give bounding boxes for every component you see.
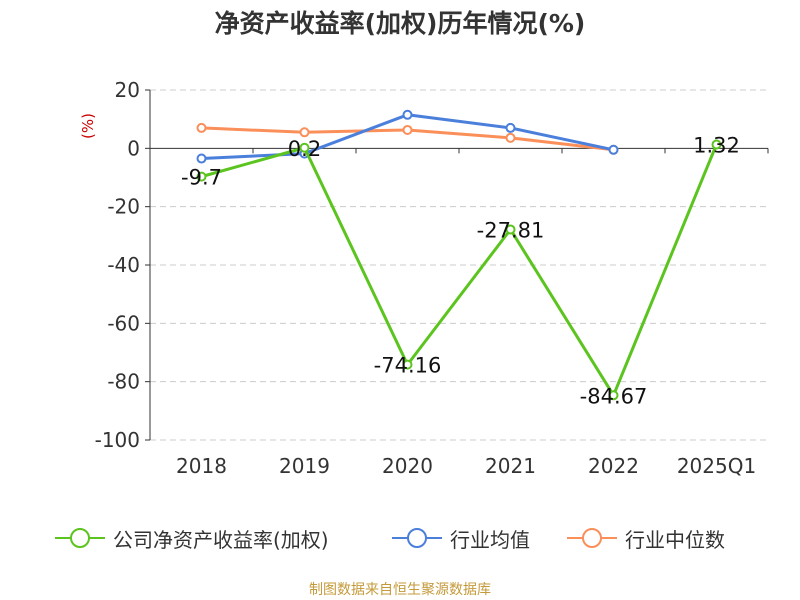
data-label: 1.32 (693, 133, 740, 157)
y-tick-label: 20 (115, 78, 140, 102)
data-point (505, 132, 516, 143)
data-point (196, 153, 207, 164)
data-point (196, 122, 207, 133)
data-label: -84.67 (580, 384, 648, 408)
series-lines (196, 109, 722, 401)
legend-label: 行业均值 (450, 527, 530, 552)
x-tick-label: 2021 (485, 454, 536, 478)
data-point (505, 224, 516, 235)
chart-title: 净资产收益率(加权)历年情况(%) (214, 9, 586, 38)
data-point (196, 171, 207, 182)
data-point (505, 122, 516, 133)
x-tick-label: 2019 (279, 454, 330, 478)
data-point (608, 144, 619, 155)
legend: 公司净资产收益率(加权) 行业均值 行业中位数 (0, 518, 800, 558)
x-tick-label: 2018 (176, 454, 227, 478)
data-point (402, 359, 413, 370)
axes: 20 0 -20 -40 -60 -80 -100 2018 2019 2020 2021 2022 2… (95, 78, 769, 478)
source-note: 制图数据来自恒生聚源数据库 (309, 582, 491, 598)
y-tick-label: -100 (95, 428, 140, 452)
legend-item[interactable]: 行业均值 (392, 518, 530, 558)
data-point (299, 142, 310, 153)
y-tick-label: -40 (107, 253, 140, 277)
series-line (201, 143, 718, 397)
x-tick-label: 2022 (588, 454, 639, 478)
y-tick-label: -20 (107, 195, 140, 219)
data-label: -9.7 (181, 166, 222, 190)
data-point (402, 109, 413, 120)
series-line (201, 113, 614, 161)
y-axis-label: (%) (79, 113, 97, 139)
legend-item[interactable]: 行业中位数 (567, 518, 725, 558)
legend-item[interactable]: 公司净资产收益率(加权) (55, 518, 329, 558)
data-label: -74.16 (374, 354, 442, 378)
data-labels: -9.7 0.2 -74.16 -27.81 -84.67 1.32 (181, 133, 740, 408)
legend-swatch-icon (55, 528, 105, 548)
y-tick-label: 0 (127, 136, 140, 160)
y-tick-label: -60 (107, 311, 140, 335)
data-point (402, 124, 413, 135)
data-point (711, 139, 722, 150)
data-label: 0.2 (288, 137, 321, 161)
data-point (608, 390, 619, 401)
data-point (299, 127, 310, 138)
legend-swatch-icon (567, 528, 617, 548)
legend-label: 行业中位数 (625, 527, 725, 552)
data-label: -27.81 (477, 218, 545, 242)
y-tick-label: -80 (107, 370, 140, 394)
legend-label: 公司净资产收益率(加权) (113, 527, 329, 552)
legend-swatch-icon (392, 528, 442, 548)
x-tick-label: 2025Q1 (677, 454, 756, 478)
gridlines (150, 89, 768, 441)
x-tick-label: 2020 (382, 454, 433, 478)
